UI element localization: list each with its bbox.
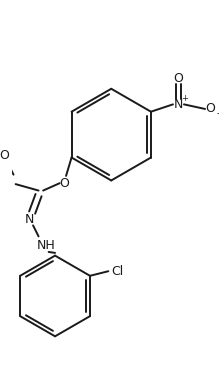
- Text: O: O: [0, 149, 9, 162]
- Text: -: -: [216, 109, 219, 118]
- Text: O: O: [59, 177, 69, 190]
- Text: NH: NH: [37, 239, 55, 252]
- Text: N: N: [25, 213, 34, 226]
- Text: Cl: Cl: [111, 265, 124, 278]
- Text: O: O: [206, 102, 215, 115]
- Text: O: O: [173, 72, 183, 85]
- Text: +: +: [181, 94, 188, 104]
- Text: N: N: [174, 98, 183, 111]
